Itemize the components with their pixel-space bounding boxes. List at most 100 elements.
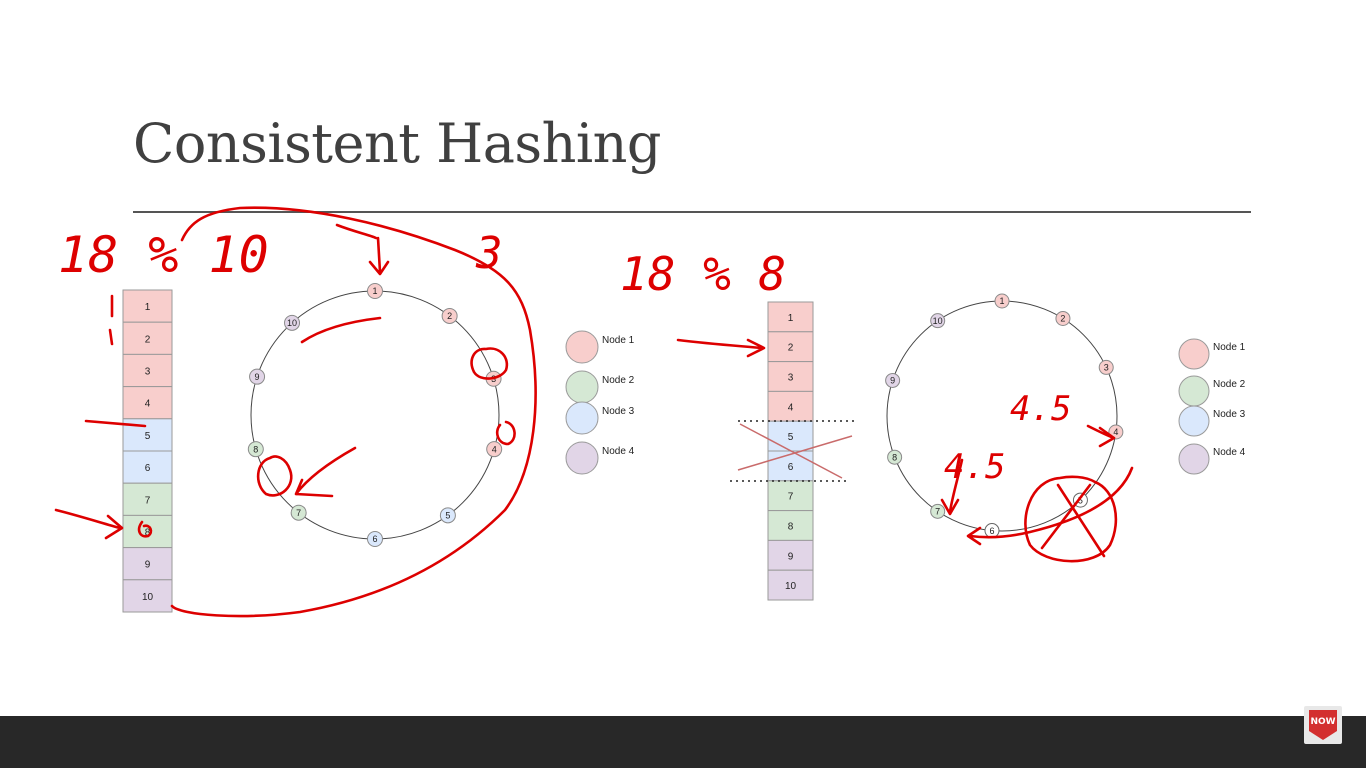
ring-node	[930, 313, 946, 329]
legend-label: Node 2	[602, 375, 635, 386]
ring-node-label: 4	[1113, 427, 1118, 437]
ring-node	[284, 314, 301, 331]
hash-slot-label: 1	[145, 302, 151, 313]
legend-swatch	[565, 370, 599, 404]
ring-node	[930, 503, 946, 519]
ink-reassign-arrow	[966, 466, 1134, 546]
hash-slot-cell	[122, 289, 173, 323]
hash-slot-label: 2	[788, 343, 794, 354]
hash-slot-cell	[122, 321, 173, 355]
ink-note-ring-a: 4.5	[944, 447, 1005, 487]
left-legend: Node 1 Node 2 Node 3 Node 4	[565, 330, 635, 475]
ink-arrow-to-slot-2	[676, 338, 766, 358]
legend-label: Node 3	[602, 406, 635, 417]
legend-label: Node 3	[1213, 409, 1246, 420]
ring-node-label: 7	[935, 507, 940, 517]
legend-swatch	[565, 401, 599, 435]
ring-node	[290, 504, 307, 521]
legend-label: Node 1	[602, 335, 635, 346]
ink-note-ring-3: 3	[475, 228, 503, 279]
hash-slot-label: 4	[788, 402, 794, 413]
slide: Consistent Hashing 1 2 3 4 5 6 7 8 9 10 1 2 3 4 5 6 7 8 9…	[54, 112, 1251, 618]
ring-node-label: 4	[492, 444, 497, 454]
hash-slot-label: 10	[785, 581, 797, 592]
ink-curved-stroke	[300, 316, 382, 344]
legend-swatch	[1178, 405, 1210, 437]
ring-node	[486, 441, 503, 458]
ink-removed-node-circle	[1024, 475, 1118, 563]
hash-slot-cell	[122, 547, 173, 581]
ink-note-right: 18 % 8	[620, 247, 786, 301]
subscribe-badge-label: NOW	[1310, 717, 1336, 727]
hash-slot-cell	[122, 579, 173, 613]
hash-slot-cell	[767, 390, 814, 422]
ring-node-label: 9	[890, 376, 895, 386]
hash-slot-cell	[767, 420, 814, 452]
ring-node	[367, 283, 383, 299]
hash-slot-cell	[767, 569, 814, 601]
legend-swatch	[1178, 375, 1210, 407]
video-bottom-bar	[0, 716, 1366, 768]
ink-arrow-to-ring-node-4	[1086, 424, 1116, 448]
ring-node	[1055, 310, 1071, 326]
ring-node	[249, 368, 266, 385]
legend-swatch	[565, 330, 599, 364]
hash-slot-label: 3	[788, 373, 794, 384]
legend-label: Node 4	[602, 446, 635, 457]
hash-slot-label: 5	[788, 432, 794, 443]
hash-slot-label: 8	[788, 522, 794, 533]
ring-node-label: 6	[989, 526, 994, 536]
legend-swatch	[1178, 443, 1210, 475]
right-hash-slot-column: 1 2 3 4 5 6 7 8 9 10	[767, 301, 814, 601]
ring-node	[367, 531, 383, 547]
ring-node-label: 2	[1060, 314, 1065, 324]
removed-range-cross-line	[739, 423, 843, 479]
hash-slot-cell	[122, 386, 173, 420]
ring-node-label: 6	[372, 534, 377, 544]
ring-node-label: 9	[255, 372, 260, 382]
hash-slot-cell	[767, 539, 814, 571]
ink-circle-node-3	[470, 347, 509, 380]
ink-note-ring-b: 4.5	[1010, 389, 1071, 429]
hash-slot-label: 8	[145, 528, 151, 539]
ring-node-label: 2	[447, 311, 452, 321]
legend-swatch	[565, 441, 599, 475]
ring-node-label: 8	[892, 452, 897, 462]
hash-slot-label: 9	[145, 560, 151, 571]
hash-slot-cell	[122, 450, 173, 484]
ink-slot-8-scribble	[137, 520, 153, 538]
slide-title: Consistent Hashing	[133, 112, 662, 175]
ring-node-label: 5	[1078, 495, 1083, 505]
hash-slot-label: 2	[145, 334, 151, 345]
subscribe-badge[interactable]: NOW	[1304, 706, 1342, 744]
ink-big-loop	[170, 206, 537, 618]
ring-node	[441, 307, 458, 324]
right-hash-ring: 1 2 3 4 5 6 7 8 9 10	[885, 293, 1124, 539]
ring-node	[994, 293, 1010, 309]
hash-slot-label: 5	[145, 431, 151, 442]
hash-slot-label: 7	[788, 492, 794, 503]
ink-arrow-to-slot-8	[54, 508, 124, 540]
ink-annotation-texts: 18 % 10 18 % 8 3 4.5 4.5	[58, 226, 1071, 487]
ring-node-label: 7	[296, 508, 301, 518]
hash-slot-label: 1	[788, 313, 794, 324]
ring-node-label: 10	[287, 318, 297, 328]
ink-arrow-to-ring-node-7	[940, 458, 964, 516]
legend-swatch	[1178, 338, 1210, 370]
hash-slot-label: 10	[142, 592, 154, 603]
ring-node-label: 8	[253, 444, 258, 454]
legend-label: Node 4	[1213, 447, 1246, 458]
ring-node-label: 1	[999, 296, 1004, 306]
ink-note-left: 18 % 10	[58, 226, 269, 284]
title-divider	[133, 211, 1251, 213]
ring-node-label: 10	[933, 316, 943, 326]
ring-node	[887, 449, 903, 465]
hash-slot-cell	[767, 301, 814, 333]
ring-node-label: 3	[1104, 363, 1109, 373]
ink-arrow-to-ring-node-1	[335, 223, 390, 276]
hash-slot-label: 6	[145, 463, 151, 474]
hash-slot-label: 3	[145, 367, 151, 378]
ring-node-label: 5	[445, 511, 450, 521]
